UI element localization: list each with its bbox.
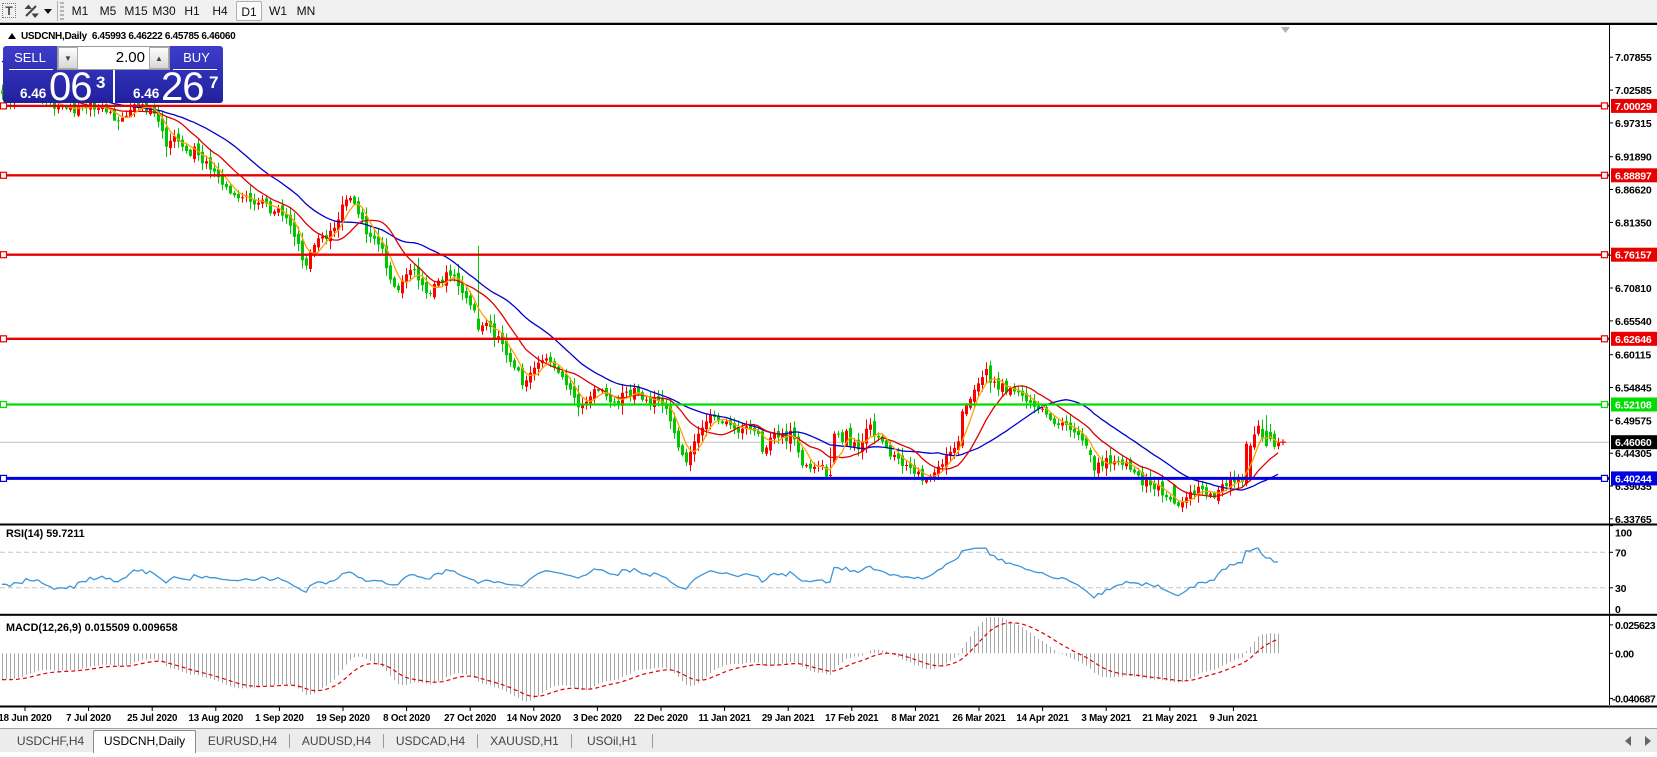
svg-text:21 May 2021: 21 May 2021 xyxy=(1142,713,1198,724)
svg-text:26 Mar 2021: 26 Mar 2021 xyxy=(952,713,1006,724)
svg-text:6.49575: 6.49575 xyxy=(1615,415,1652,427)
svg-text:30: 30 xyxy=(1615,583,1627,595)
svg-text:3 Dec 2020: 3 Dec 2020 xyxy=(573,713,622,724)
svg-text:17 Feb 2021: 17 Feb 2021 xyxy=(825,713,879,724)
svg-text:0.00: 0.00 xyxy=(1615,648,1634,660)
svg-text:6.65540: 6.65540 xyxy=(1615,316,1652,328)
svg-text:6.76157: 6.76157 xyxy=(1615,250,1652,262)
svg-text:6.52108: 6.52108 xyxy=(1615,400,1652,412)
svg-text:70: 70 xyxy=(1615,547,1627,559)
svg-text:6.62646: 6.62646 xyxy=(1615,334,1652,346)
svg-text:7.07855: 7.07855 xyxy=(1615,52,1652,64)
svg-text:8 Oct 2020: 8 Oct 2020 xyxy=(383,713,430,724)
svg-text:6.40244: 6.40244 xyxy=(1615,473,1652,485)
svg-text:3 May 2021: 3 May 2021 xyxy=(1081,713,1131,724)
svg-text:6.44305: 6.44305 xyxy=(1615,448,1652,460)
svg-text:7.02585: 7.02585 xyxy=(1615,85,1652,97)
svg-text:18 Jun 2020: 18 Jun 2020 xyxy=(0,713,52,724)
svg-text:7 Jul 2020: 7 Jul 2020 xyxy=(66,713,111,724)
svg-text:6.70810: 6.70810 xyxy=(1615,283,1652,295)
svg-text:29 Jan 2021: 29 Jan 2021 xyxy=(762,713,816,724)
svg-text:0.025623: 0.025623 xyxy=(1615,620,1656,632)
svg-text:0: 0 xyxy=(1615,604,1621,616)
svg-text:6.86620: 6.86620 xyxy=(1615,185,1652,197)
svg-text:RSI(14) 59.7211: RSI(14) 59.7211 xyxy=(6,528,85,540)
svg-text:14 Nov 2020: 14 Nov 2020 xyxy=(507,713,561,724)
svg-text:6.60115: 6.60115 xyxy=(1615,350,1651,362)
svg-text:100: 100 xyxy=(1615,528,1632,540)
svg-text:22 Dec 2020: 22 Dec 2020 xyxy=(634,713,688,724)
svg-text:11 Jan 2021: 11 Jan 2021 xyxy=(698,713,751,724)
svg-text:6.46060: 6.46060 xyxy=(1615,437,1652,449)
svg-text:6.88897: 6.88897 xyxy=(1615,170,1652,182)
svg-text:-0.040687: -0.040687 xyxy=(1612,693,1656,705)
svg-text:8 Mar 2021: 8 Mar 2021 xyxy=(891,713,940,724)
svg-text:6.81350: 6.81350 xyxy=(1615,217,1652,229)
svg-text:6.54845: 6.54845 xyxy=(1615,383,1652,395)
svg-text:MACD(12,26,9) 0.015509 0.00965: MACD(12,26,9) 0.015509 0.009658 xyxy=(6,622,178,634)
svg-text:13 Aug 2020: 13 Aug 2020 xyxy=(189,713,244,724)
svg-text:14 Apr 2021: 14 Apr 2021 xyxy=(1016,713,1069,724)
svg-text:27 Oct 2020: 27 Oct 2020 xyxy=(444,713,496,724)
svg-text:1 Sep 2020: 1 Sep 2020 xyxy=(255,713,304,724)
svg-text:25 Jul 2020: 25 Jul 2020 xyxy=(127,713,177,724)
svg-text:6.33765: 6.33765 xyxy=(1615,514,1652,526)
svg-text:6.91890: 6.91890 xyxy=(1615,152,1652,164)
svg-text:7.00029: 7.00029 xyxy=(1615,101,1652,113)
svg-text:9 Jun 2021: 9 Jun 2021 xyxy=(1209,713,1258,724)
svg-text:6.97315: 6.97315 xyxy=(1615,118,1652,130)
svg-text:19 Sep 2020: 19 Sep 2020 xyxy=(316,713,370,724)
